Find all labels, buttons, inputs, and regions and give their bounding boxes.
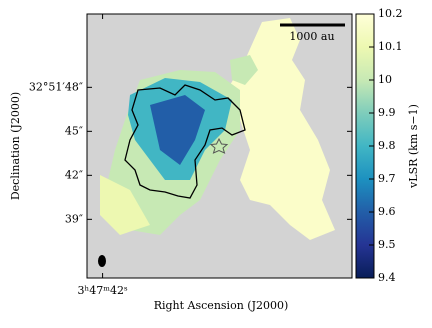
- colorbar-tick-label: 9.5: [378, 238, 396, 251]
- beam: [98, 255, 106, 267]
- y-tick-label: 39″: [65, 212, 83, 225]
- colorbar-tick-label: 9.6: [378, 205, 396, 218]
- emission-region: [230, 18, 335, 240]
- emission-region: [100, 175, 150, 235]
- scale-bar-label: 1000 au: [289, 30, 334, 43]
- colorbar-tick-label: 9.8: [378, 139, 396, 152]
- plot-frame: [86, 13, 353, 279]
- x-tick-label: 3ʰ47ᵐ42ˢ: [77, 284, 127, 297]
- colorbar-tick-label: 10.1: [378, 40, 403, 53]
- y-tick-label: 32°51′48″: [29, 80, 83, 93]
- colorbar-tick-label: 10: [378, 73, 392, 86]
- x-axis-label: Right Ascension (J2000): [154, 299, 289, 312]
- y-tick-label: 45″: [65, 124, 83, 137]
- contour: [124, 84, 246, 199]
- star-marker: [209, 137, 229, 154]
- emission-region: [230, 55, 258, 85]
- colorbar-tick-label: 9.7: [378, 172, 396, 185]
- colorbar-label: vLSR (km s−1): [407, 104, 420, 189]
- colorbar-tick-label: 9.9: [378, 106, 396, 119]
- colorbar-tick-label: 9.4: [378, 271, 396, 284]
- y-axis-label: Declination (J2000): [9, 92, 22, 200]
- colorbar-tick-label: 10.2: [378, 7, 403, 20]
- emission-region: [150, 95, 205, 165]
- y-tick-label: 42″: [65, 168, 83, 181]
- emission-map: [98, 18, 345, 267]
